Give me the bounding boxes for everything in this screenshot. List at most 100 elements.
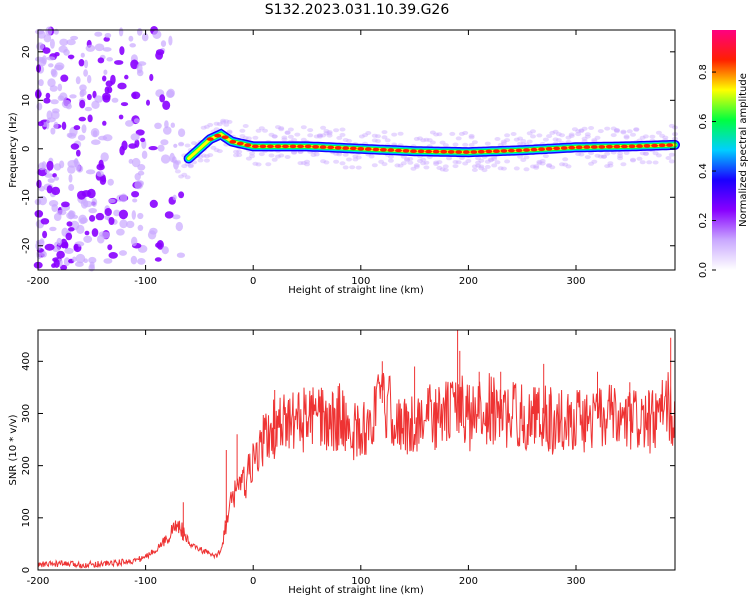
spectrogram-cell [91, 139, 101, 145]
spectrogram-cell [546, 163, 553, 168]
snr-series-line [37, 330, 676, 569]
spectrogram-cell [187, 163, 194, 168]
spectrogram-cell [613, 128, 620, 133]
spectrogram-cell [471, 164, 478, 169]
spectrogram-cell [159, 94, 166, 103]
spectrogram-cell [60, 74, 69, 82]
spectrogram-cell [213, 148, 220, 153]
spectrogram-cell [100, 152, 109, 162]
spectrogram-cell [40, 58, 45, 64]
spectrogram-peak [500, 149, 508, 153]
spectrogram-cell [617, 154, 624, 159]
spectrogram-peak [432, 149, 440, 154]
spectrogram-cell [137, 212, 144, 220]
spectrogram-cell [172, 214, 181, 220]
spectrogram-cell [371, 163, 378, 168]
spectrogram-cell [203, 154, 210, 159]
spectrogram-cell [49, 226, 57, 232]
spectrogram-cell [284, 130, 291, 135]
spectrogram-peak [379, 148, 387, 152]
spectrogram-cell [375, 139, 381, 144]
y-tick-label: 0 [21, 146, 32, 152]
spectrogram-cell [70, 35, 79, 41]
y-tick-label: 10 [21, 94, 32, 107]
spectrogram-cell [83, 235, 93, 243]
y-tick-label: 0 [21, 567, 32, 573]
spectrogram-cell [275, 154, 281, 159]
spectrogram-cell [391, 132, 398, 137]
spectrogram-peak [251, 144, 259, 149]
spectrogram-cell [126, 220, 135, 229]
spectrogram-peak [342, 146, 350, 150]
spectrogram-cell [172, 194, 177, 201]
spectrogram-cell [173, 143, 178, 148]
spectrogram-cell [423, 160, 430, 165]
spectrogram-cell [178, 174, 185, 179]
spectrogram-cell [242, 136, 249, 140]
spectrogram-cell [423, 137, 430, 142]
spectrogram-cell [134, 180, 144, 190]
spectrogram-cell [352, 157, 359, 162]
spectrogram-peak [304, 144, 312, 149]
spectrogram-cell [523, 167, 530, 172]
x-tick-label: -100 [134, 576, 157, 587]
spectrogram-peak [470, 150, 478, 154]
spectrogram-cell [207, 153, 214, 158]
spectrogram-cell [164, 211, 174, 219]
x-tick-label: 200 [459, 576, 478, 587]
spectrogram-cell [436, 132, 443, 137]
spectrogram-cell [184, 175, 191, 180]
spectrogram-cell [131, 210, 136, 220]
spectrogram-cell [533, 164, 540, 169]
spectrogram-cell [313, 152, 320, 157]
spectrogram-cell [500, 139, 507, 144]
spectrogram-cell [446, 156, 452, 161]
spectrogram-cell [436, 160, 443, 165]
spectrogram-cell [581, 126, 588, 131]
y-tick-label: 400 [21, 352, 32, 371]
spectrogram-cell [342, 138, 349, 142]
spectrogram-peak [545, 147, 553, 151]
spectrogram-peak [395, 148, 402, 153]
spectrogram-cell [67, 54, 75, 59]
spectrogram-cell [404, 158, 411, 163]
spectrogram-cell [52, 173, 57, 178]
x-tick-label: -200 [27, 576, 50, 587]
spectrogram-cell [137, 28, 143, 36]
spectrogram-cell [78, 59, 85, 67]
spectrogram-cell [94, 31, 103, 37]
snr-y-label: SNR (10 * v/v) [8, 414, 19, 485]
spectrogram-cell [591, 159, 598, 164]
spectrogram-cell [623, 151, 630, 155]
spectrogram-cell [571, 127, 578, 132]
spectrogram-cell [381, 135, 388, 140]
spectrogram-cell [50, 99, 59, 105]
spectrogram-cell [174, 161, 181, 165]
spectrogram-cell [169, 152, 175, 163]
spectrogram-cell [48, 200, 59, 207]
spectrogram-cell [42, 230, 48, 239]
figure-title: S132.2023.031.10.39.G26 [265, 2, 450, 18]
x-tick-label: 300 [566, 276, 585, 287]
spectrogram-cell [220, 120, 227, 125]
spectrogram-cell [339, 127, 346, 132]
spectrogram-cell [584, 132, 591, 137]
spectrogram-cell [452, 142, 459, 147]
spectrogram-cell [316, 134, 323, 139]
spectrogram-cell [568, 134, 575, 138]
spectrogram-cell [48, 63, 54, 68]
spectrogram-cell [394, 163, 401, 168]
spectrogram-cell [542, 137, 549, 142]
spectrogram-cell [255, 128, 262, 133]
spectrogram-cell [549, 165, 556, 170]
spectrogram-cell [549, 130, 556, 135]
spectrogram-cell [387, 154, 394, 159]
spectrogram-cell [46, 160, 54, 171]
spectrogram-cell [491, 157, 498, 161]
spectrogram-cell [79, 90, 85, 98]
spectrogram-cell [174, 159, 181, 164]
spectrogram-cell [475, 163, 482, 168]
spectrogram-cell [131, 191, 140, 198]
spectrogram-cell [601, 154, 607, 159]
